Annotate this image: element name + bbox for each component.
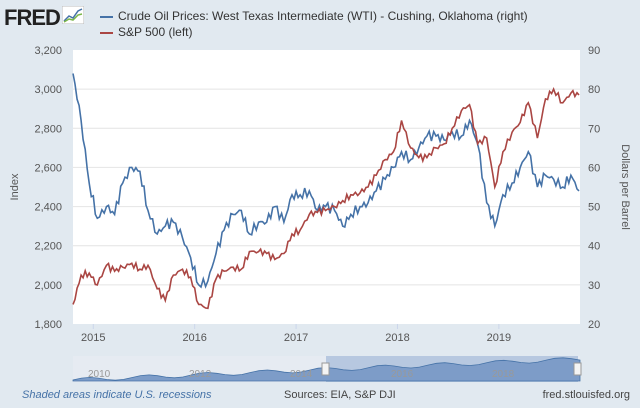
navigator-label: 2010	[88, 369, 111, 380]
left-tick-label: 2,800	[34, 123, 62, 135]
chart-logo-icon	[62, 6, 84, 24]
legend-label: S&P 500 (left)	[118, 25, 193, 39]
sp500-line	[72, 86, 580, 310]
left-tick-label: 2,600	[34, 162, 62, 174]
x-tick-label: 2019	[487, 332, 511, 344]
legend-label: Crude Oil Prices: West Texas Intermediat…	[118, 9, 528, 23]
wti-line	[72, 73, 580, 289]
wti-swatch	[100, 15, 113, 18]
legend: Crude Oil Prices: West Texas Intermediat…	[100, 8, 528, 40]
chart: 1,800 20 2,000 30 2,200 40 2,400 50 2,600 60 2,800…	[9, 45, 631, 382]
legend-item-sp500[interactable]: S&P 500 (left)	[100, 24, 528, 40]
right-tick-label: 50	[588, 202, 600, 214]
x-tick-label: 2018	[385, 332, 409, 344]
navigator[interactable]: 2010 2012 2014 2016 2018	[72, 356, 582, 382]
right-tick-label: 80	[588, 84, 600, 96]
fred-logo[interactable]: FRED	[4, 5, 61, 30]
right-tick-label: 60	[588, 162, 600, 174]
left-tick-label: 1,800	[34, 319, 62, 331]
right-tick-label: 40	[588, 241, 600, 253]
left-tick-label: 2,200	[34, 241, 62, 253]
sources: Sources: EIA, S&P DJI	[284, 389, 396, 401]
navigator-label: 2016	[391, 369, 414, 380]
plot-area	[73, 50, 580, 324]
left-tick-label: 3,200	[34, 45, 62, 57]
navigator-label: 2012	[189, 369, 212, 380]
recessions-note[interactable]: Shaded areas indicate U.S. recessions	[22, 389, 212, 401]
site-link[interactable]: fred.stlouisfed.org	[542, 389, 630, 401]
left-tick-label: 2,400	[34, 202, 62, 214]
legend-item-wti[interactable]: Crude Oil Prices: West Texas Intermediat…	[100, 8, 528, 24]
left-tick-label: 3,000	[34, 84, 62, 96]
x-tick-label: 2017	[284, 332, 308, 344]
right-tick-label: 90	[588, 45, 600, 57]
navigator-label: 2018	[492, 369, 515, 380]
navigator-left-handle[interactable]	[321, 362, 330, 376]
right-tick-label: 30	[588, 280, 600, 292]
left-axis-label: Index	[9, 173, 21, 200]
left-tick-label: 2,000	[34, 280, 62, 292]
x-tick-label: 2015	[81, 332, 105, 344]
right-axis-label: Dollars per Barrel	[619, 144, 631, 230]
sp500-swatch	[100, 31, 113, 34]
navigator-label: 2014	[290, 369, 313, 380]
right-tick-label: 20	[588, 319, 600, 331]
x-tick-label: 2016	[182, 332, 206, 344]
right-tick-label: 70	[588, 123, 600, 135]
navigator-right-handle[interactable]	[573, 362, 582, 376]
